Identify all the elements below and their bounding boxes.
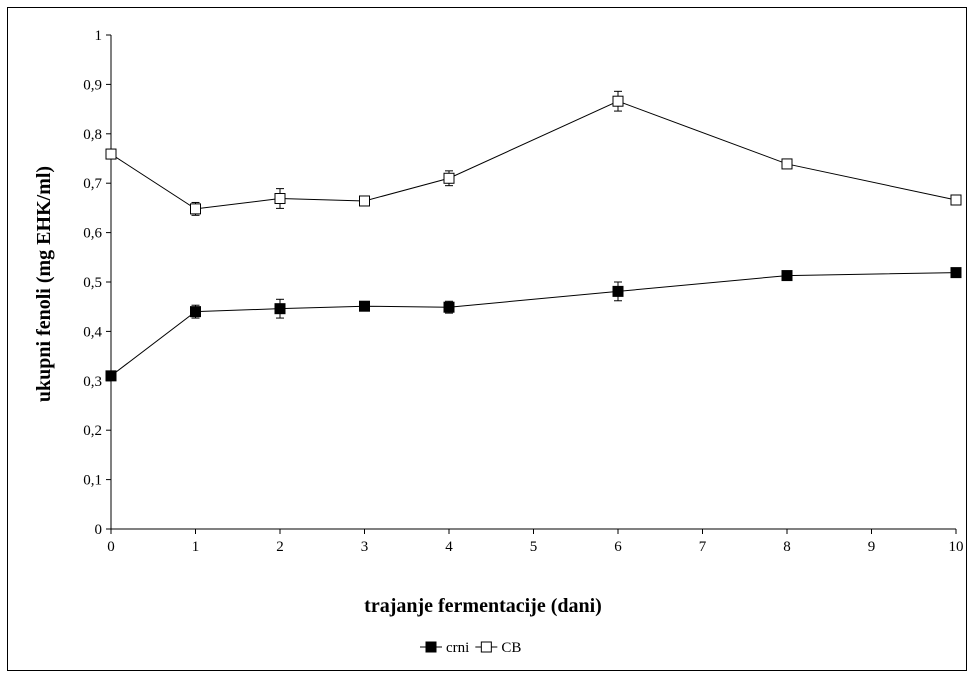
x-tick-label: 5	[530, 539, 538, 555]
series-CB	[105, 90, 962, 216]
x-tick-label: 1	[192, 539, 200, 555]
data-point	[443, 301, 455, 313]
y-tick-label: 0,9	[83, 77, 102, 93]
data-point	[950, 267, 962, 279]
x-tick-label: 9	[868, 539, 876, 555]
data-point	[359, 195, 370, 207]
legend-item-CB: CB	[475, 640, 521, 656]
data-point	[781, 270, 793, 282]
legend-label: CB	[501, 640, 521, 656]
y-tick-label: 0,6	[83, 226, 102, 242]
legend-label: crni	[446, 640, 469, 656]
legend-item-crni: crni	[420, 640, 469, 656]
y-axis-title: ukupni fenoli (mg EHK/ml)	[33, 166, 55, 402]
y-tick-label: 0,7	[83, 176, 102, 192]
y-tick-label: 0,5	[83, 275, 102, 291]
series-layer	[105, 90, 962, 382]
x-axis-title: trajanje fermentacije (dani)	[364, 595, 602, 617]
x-tick-label: 10	[949, 539, 964, 555]
chart-frame	[7, 7, 967, 671]
data-point	[274, 193, 286, 205]
series-line	[110, 100, 957, 210]
data-point	[612, 95, 624, 107]
legend-marker	[425, 641, 437, 653]
y-tick-label: 0	[95, 522, 103, 538]
series-line	[110, 272, 957, 377]
x-tick-label: 4	[445, 539, 453, 555]
data-point	[274, 303, 286, 315]
data-point	[950, 194, 962, 206]
legend-marker	[480, 641, 492, 653]
x-tick-label: 7	[699, 539, 707, 555]
y-tick-label: 0,8	[83, 127, 102, 143]
y-tick-label: 0,4	[83, 324, 102, 340]
y-tick-label: 0,2	[83, 423, 102, 439]
legend: crni CB	[420, 640, 521, 656]
data-point	[190, 306, 201, 318]
y-tick-label: 1	[95, 28, 103, 44]
x-ticks: 0 1 2 3 4 5 6 7 8 9 10	[107, 529, 964, 555]
data-point	[105, 370, 117, 382]
axes	[110, 35, 956, 530]
y-tick-label: 0,3	[83, 374, 102, 390]
data-point	[190, 203, 201, 215]
data-point	[781, 158, 793, 170]
data-point	[359, 300, 370, 312]
x-tick-label: 3	[361, 539, 369, 555]
series-crni	[105, 267, 962, 382]
x-tick-label: 6	[614, 539, 622, 555]
x-tick-label: 0	[107, 539, 115, 555]
data-point	[443, 172, 455, 184]
x-tick-label: 2	[276, 539, 284, 555]
data-point	[105, 148, 117, 160]
y-ticks: 0 0,1 0,2 0,3 0,4 0,5 0,6 0,7 0,8 0,9 1	[83, 28, 111, 538]
x-tick-label: 8	[783, 539, 791, 555]
y-tick-label: 0,1	[83, 473, 102, 489]
data-point	[612, 285, 624, 297]
